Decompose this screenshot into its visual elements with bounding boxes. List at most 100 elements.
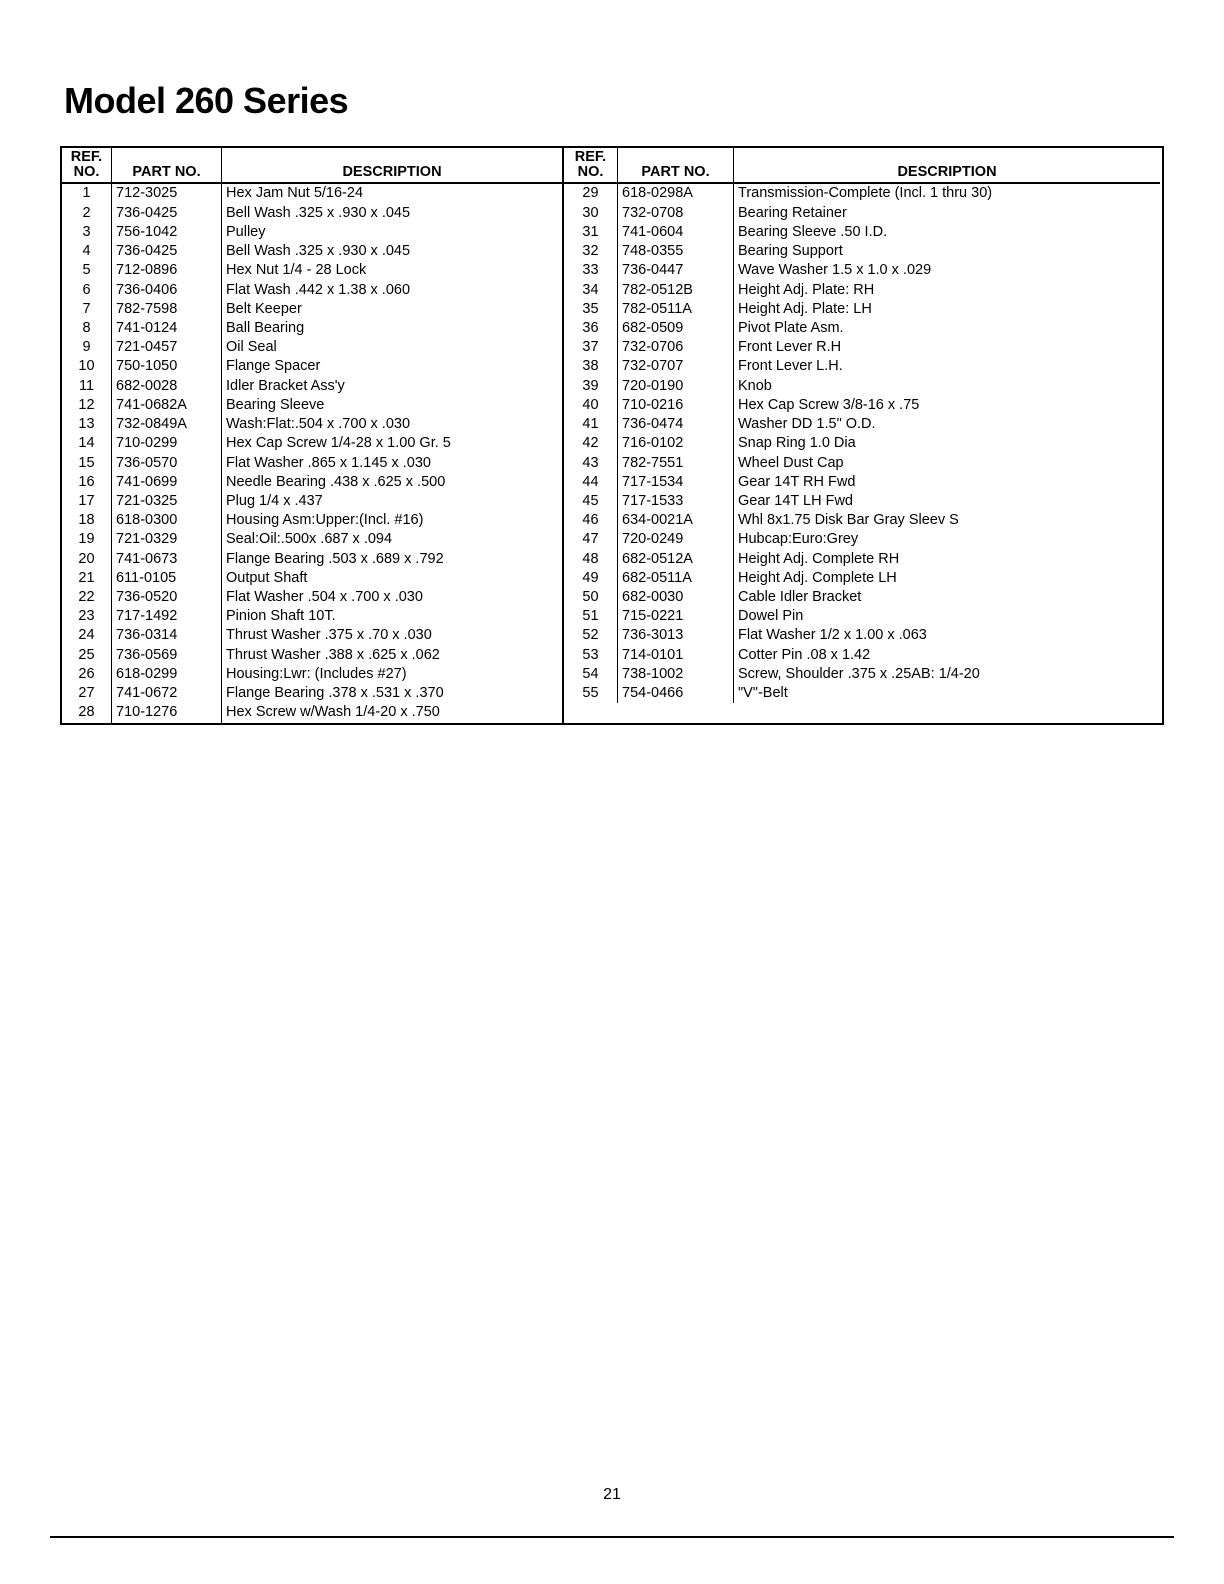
table-row: 32748-0355Bearing Support [564,242,1160,261]
table-row: 1712-3025Hex Jam Nut 5/16-24 [62,184,562,203]
cell-desc: Belt Keeper [222,300,562,319]
cell-ref: 28 [62,703,112,722]
cell-desc: Bearing Sleeve [222,396,562,415]
cell-part: 716-0102 [618,434,734,453]
cell-desc: Knob [734,377,1160,396]
table-row: 34782-0512BHeight Adj. Plate: RH [564,281,1160,300]
cell-part: 710-1276 [112,703,222,722]
header-desc: DESCRIPTION [734,148,1160,182]
table-row: 29618-0298ATransmission-Complete (Incl. … [564,184,1160,203]
table-row: 44717-1534Gear 14T RH Fwd [564,473,1160,492]
cell-ref: 20 [62,550,112,569]
header-part: PART NO. [618,148,734,182]
cell-ref: 10 [62,357,112,376]
parts-table: REF. NO. PART NO. DESCRIPTION 1712-3025H… [60,146,1164,725]
table-row: 27741-0672Flange Bearing .378 x .531 x .… [62,684,562,703]
cell-part: 682-0512A [618,550,734,569]
header-desc: DESCRIPTION [222,148,562,182]
cell-part: 717-1492 [112,607,222,626]
cell-part: 736-0569 [112,646,222,665]
table-row: 17721-0325Plug 1/4 x .437 [62,492,562,511]
table-row: 9721-0457Oil Seal [62,338,562,357]
cell-part: 618-0299 [112,665,222,684]
header-ref: REF. NO. [564,148,618,182]
cell-desc: Hubcap:Euro:Grey [734,530,1160,549]
cell-part: 710-0216 [618,396,734,415]
cell-ref: 51 [564,607,618,626]
table-row: 15736-0570Flat Washer .865 x 1.145 x .03… [62,454,562,473]
cell-part: 721-0329 [112,530,222,549]
table-body-right: 29618-0298ATransmission-Complete (Incl. … [564,184,1160,703]
cell-desc: Cotter Pin .08 x 1.42 [734,646,1160,665]
table-row: 31741-0604Bearing Sleeve .50 I.D. [564,223,1160,242]
cell-desc: Hex Nut 1/4 - 28 Lock [222,261,562,280]
cell-ref: 31 [564,223,618,242]
cell-desc: Hex Screw w/Wash 1/4-20 x .750 [222,703,562,722]
cell-part: 618-0298A [618,184,734,203]
table-row: 16741-0699Needle Bearing .438 x .625 x .… [62,473,562,492]
cell-desc: Cable Idler Bracket [734,588,1160,607]
table-row: 2736-0425Bell Wash .325 x .930 x .045 [62,204,562,223]
cell-ref: 36 [564,319,618,338]
table-row: 50682-0030Cable Idler Bracket [564,588,1160,607]
table-row: 30732-0708Bearing Retainer [564,204,1160,223]
table-row: 13732-0849AWash:Flat:.504 x .700 x .030 [62,415,562,434]
cell-ref: 55 [564,684,618,703]
cell-ref: 26 [62,665,112,684]
cell-desc: Flat Washer .504 x .700 x .030 [222,588,562,607]
table-row: 38732-0707Front Lever L.H. [564,357,1160,376]
cell-ref: 35 [564,300,618,319]
cell-ref: 22 [62,588,112,607]
cell-part: 736-0520 [112,588,222,607]
header-part: PART NO. [112,148,222,182]
cell-desc: Wave Washer 1.5 x 1.0 x .029 [734,261,1160,280]
table-row: 21611-0105Output Shaft [62,569,562,588]
table-header-row: REF. NO. PART NO. DESCRIPTION [62,148,562,184]
table-row: 47720-0249Hubcap:Euro:Grey [564,530,1160,549]
cell-ref: 29 [564,184,618,203]
cell-part: 710-0299 [112,434,222,453]
cell-part: 712-3025 [112,184,222,203]
cell-ref: 40 [564,396,618,415]
cell-ref: 6 [62,281,112,300]
cell-ref: 24 [62,626,112,645]
table-row: 40710-0216Hex Cap Screw 3/8-16 x .75 [564,396,1160,415]
cell-desc: Output Shaft [222,569,562,588]
cell-ref: 37 [564,338,618,357]
cell-desc: Transmission-Complete (Incl. 1 thru 30) [734,184,1160,203]
cell-desc: Gear 14T LH Fwd [734,492,1160,511]
cell-desc: Housing Asm:Upper:(Incl. #16) [222,511,562,530]
cell-ref: 7 [62,300,112,319]
cell-part: 736-3013 [618,626,734,645]
table-row: 55754-0466"V"-Belt [564,684,1160,703]
parts-table-right: REF. NO. PART NO. DESCRIPTION 29618-0298… [562,148,1160,723]
cell-desc: Flange Bearing .378 x .531 x .370 [222,684,562,703]
table-row: 18618-0300Housing Asm:Upper:(Incl. #16) [62,511,562,530]
cell-ref: 30 [564,204,618,223]
cell-desc: Bell Wash .325 x .930 x .045 [222,242,562,261]
cell-ref: 42 [564,434,618,453]
header-ref: REF. NO. [62,148,112,182]
cell-desc: Snap Ring 1.0 Dia [734,434,1160,453]
cell-desc: Bearing Retainer [734,204,1160,223]
cell-part: 712-0896 [112,261,222,280]
cell-desc: Height Adj. Complete LH [734,569,1160,588]
cell-desc: Wheel Dust Cap [734,454,1160,473]
cell-part: 717-1534 [618,473,734,492]
cell-part: 741-0604 [618,223,734,242]
cell-ref: 14 [62,434,112,453]
cell-ref: 8 [62,319,112,338]
cell-part: 736-0314 [112,626,222,645]
cell-desc: Plug 1/4 x .437 [222,492,562,511]
cell-part: 721-0325 [112,492,222,511]
cell-desc: Hex Jam Nut 5/16-24 [222,184,562,203]
table-row: 14710-0299Hex Cap Screw 1/4-28 x 1.00 Gr… [62,434,562,453]
cell-desc: Idler Bracket Ass'y [222,377,562,396]
cell-ref: 32 [564,242,618,261]
table-row: 26618-0299Housing:Lwr: (Includes #27) [62,665,562,684]
cell-part: 782-0512B [618,281,734,300]
table-row: 20741-0673Flange Bearing .503 x .689 x .… [62,550,562,569]
cell-ref: 9 [62,338,112,357]
cell-ref: 52 [564,626,618,645]
cell-part: 720-0249 [618,530,734,549]
